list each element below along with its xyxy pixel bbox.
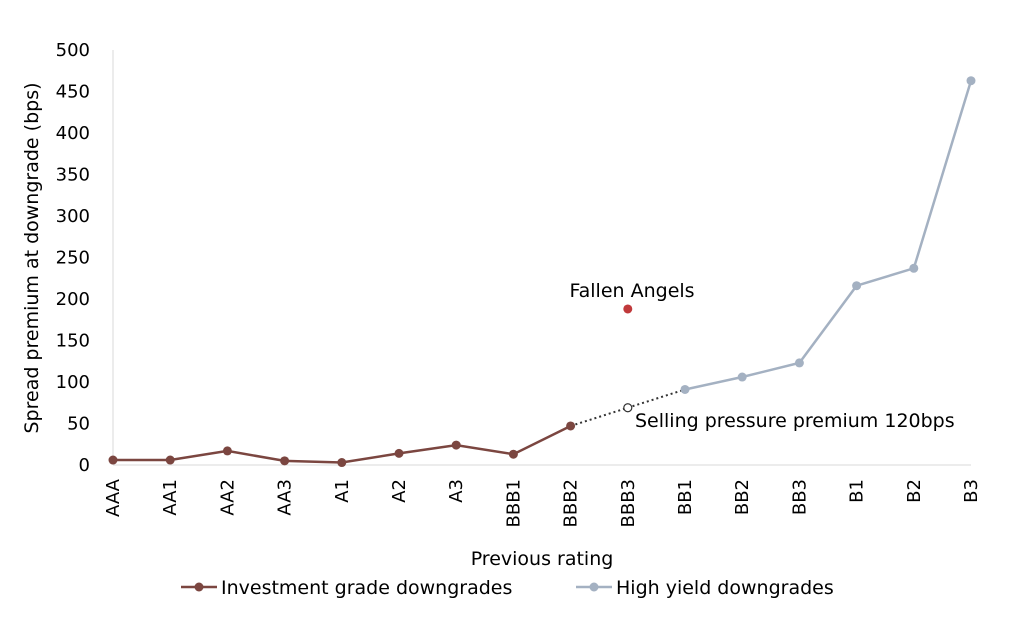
high-yield-point [852, 281, 862, 291]
x-tick-label: BB2 [732, 479, 753, 515]
investment-grade-point [337, 458, 347, 468]
high-yield-point [680, 384, 690, 394]
x-tick-label: A1 [332, 479, 353, 503]
y-tick-label: 100 [56, 372, 90, 393]
y-axis-title: Spread premium at downgrade (bps) [21, 82, 43, 433]
x-tick-label: AAA [103, 478, 124, 517]
y-tick-label: 200 [56, 289, 90, 310]
investment-grade-point [451, 440, 461, 450]
y-tick-label: 300 [56, 206, 90, 227]
x-tick-label: AA2 [217, 479, 238, 516]
investment-grade-point [394, 448, 404, 458]
x-tick-label: BB1 [675, 479, 696, 515]
legend: Investment grade downgrades High yield d… [181, 577, 834, 599]
y-tick-label: 450 [56, 82, 90, 103]
x-tick-label: B3 [961, 479, 982, 503]
fallen-angels-label: Fallen Angels [569, 280, 694, 302]
investment-grade-point [222, 446, 232, 456]
y-tick-labels: 0 50 100 150 200 250 300 350 400 450 500 [56, 40, 90, 476]
investment-grade-point [566, 421, 576, 431]
y-tick-label: 150 [56, 331, 90, 352]
interpolated-point-marker [623, 403, 633, 413]
high-yield-point [794, 358, 804, 368]
legend-label-investment-grade: Investment grade downgrades [221, 577, 512, 599]
high-yield-point [909, 263, 919, 273]
high-yield-series-line [684, 80, 973, 391]
high-yield-point [737, 372, 747, 382]
x-tick-labels: AAA AA1 AA2 AA3 A1 A2 A3 BBB1 BBB2 BBB3 BB1 BB2 BB3 B… [103, 478, 982, 527]
x-tick-label: AA1 [160, 479, 181, 516]
y-tick-label: 350 [56, 165, 90, 186]
x-tick-label: BBB3 [618, 479, 639, 528]
x-tick-label: B2 [904, 479, 925, 503]
y-tick-label: 500 [56, 40, 90, 61]
y-tick-label: 250 [56, 248, 90, 269]
fallen-angels-point [623, 304, 633, 314]
x-tick-label: A2 [389, 479, 410, 503]
x-axis-title: Previous rating [471, 548, 614, 570]
investment-grade-point [165, 455, 175, 465]
y-tick-label: 0 [79, 455, 90, 476]
investment-grade-series-line [113, 424, 572, 464]
x-tick-label: BBB1 [503, 479, 524, 528]
legend-marker-high-yield [589, 582, 599, 592]
x-tick-label: AA3 [275, 479, 296, 516]
x-tick-label: A3 [446, 479, 467, 503]
investment-grade-point [108, 455, 118, 465]
high-yield-point [966, 76, 976, 86]
selling-pressure-label: Selling pressure premium 120bps [635, 410, 955, 432]
x-tick-label: BBB2 [561, 479, 582, 528]
legend-label-high-yield: High yield downgrades [616, 577, 834, 599]
investment-grade-point [508, 449, 518, 459]
legend-marker-investment-grade [194, 582, 204, 592]
investment-grade-point [280, 456, 290, 466]
x-tick-label: BB3 [789, 479, 810, 515]
y-tick-label: 50 [67, 414, 90, 435]
x-tick-label: B1 [847, 479, 868, 503]
y-tick-label: 400 [56, 123, 90, 144]
